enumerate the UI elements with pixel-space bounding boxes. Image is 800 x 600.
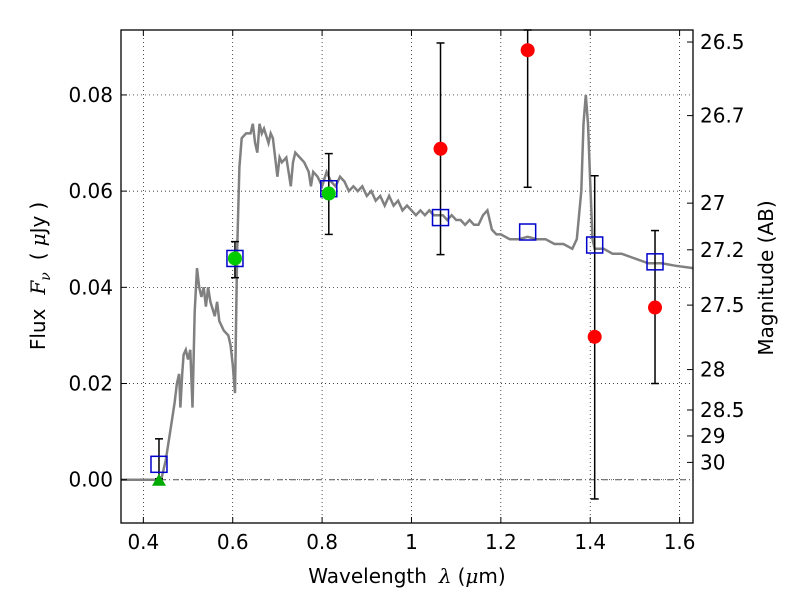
model-band-square xyxy=(226,249,244,268)
x-axis-ticks: 0.4 0.6 0.8 1 1.2 1.4 1.6 xyxy=(127,30,696,554)
observed-point-green xyxy=(227,251,242,266)
x-tick-label: 0.6 xyxy=(217,530,249,554)
right-tick-label: 28 xyxy=(700,358,725,382)
x-tick-label: 1.6 xyxy=(664,530,696,554)
x-tick-label: 1.4 xyxy=(574,530,606,554)
y-axis-title-unit-close: ) xyxy=(26,202,50,210)
y-axis-title-unit-open: ( xyxy=(26,252,50,260)
model-band-square xyxy=(646,253,664,271)
right-tick-label: 27.5 xyxy=(700,293,745,317)
observed-point-red xyxy=(587,329,602,344)
x-tick-label: 1.2 xyxy=(485,530,517,554)
y-axis-title-prefix: Flux xyxy=(26,308,50,350)
y-tick-label: 0.02 xyxy=(68,372,113,396)
y-axis-title-subscript: ν xyxy=(38,272,54,281)
observed-point-red xyxy=(520,43,535,58)
right-tick-label: 30 xyxy=(700,450,725,474)
y-axis-title-unit-rest: Jy xyxy=(26,215,50,235)
model-band-square xyxy=(518,223,537,241)
observed-points xyxy=(151,43,663,486)
model-band-square xyxy=(431,208,450,227)
right-tick-label: 26.7 xyxy=(700,104,745,128)
x-axis-title-symbol: λ xyxy=(438,564,452,588)
grid-lines xyxy=(121,30,693,523)
right-tick-label: 27 xyxy=(700,191,725,215)
plot-background xyxy=(121,30,693,523)
y-tick-label: 0.06 xyxy=(68,179,113,203)
upper-limit-triangle xyxy=(151,473,166,486)
y-axis-ticks: 0.00 0.02 0.04 0.06 0.08 xyxy=(68,83,127,492)
model-band-squares xyxy=(150,179,664,474)
right-axis-title: Magnitude (AB) xyxy=(754,200,778,355)
observed-point-red xyxy=(648,300,663,315)
right-tick-label: 28.5 xyxy=(700,398,745,422)
right-tick-label: 27.2 xyxy=(700,238,745,262)
right-tick-label: 29 xyxy=(700,424,725,448)
y-axis-title-symbol: F xyxy=(26,280,50,296)
model-band-square xyxy=(585,236,604,254)
x-tick-label: 1 xyxy=(405,530,418,554)
observed-point-green xyxy=(321,186,336,201)
y-axis-title: Flux Fν ( μJy) xyxy=(26,202,54,350)
x-axis-title: Wavelength λ (μm) xyxy=(308,564,505,588)
y-tick-label: 0.08 xyxy=(68,83,113,107)
y-tick-label: 0.00 xyxy=(68,468,113,492)
right-tick-label: 26.5 xyxy=(700,30,745,54)
plot-frame xyxy=(120,29,694,524)
model-band-square xyxy=(150,455,168,474)
model-sed-line xyxy=(121,94,694,481)
x-tick-label: 0.8 xyxy=(306,530,338,554)
y-tick-label: 0.04 xyxy=(68,275,113,299)
x-tick-label: 0.4 xyxy=(127,530,159,554)
x-axis-title-unit-rest: m) xyxy=(478,564,505,588)
x-axis-title-unit-open: ( xyxy=(458,564,466,588)
observed-point-red xyxy=(433,141,448,156)
y-axis-title-unit-mu: μ xyxy=(26,233,50,246)
x-axis-title-prefix: Wavelength xyxy=(308,564,427,588)
x-axis-title-unit-mu: μ xyxy=(465,564,478,588)
